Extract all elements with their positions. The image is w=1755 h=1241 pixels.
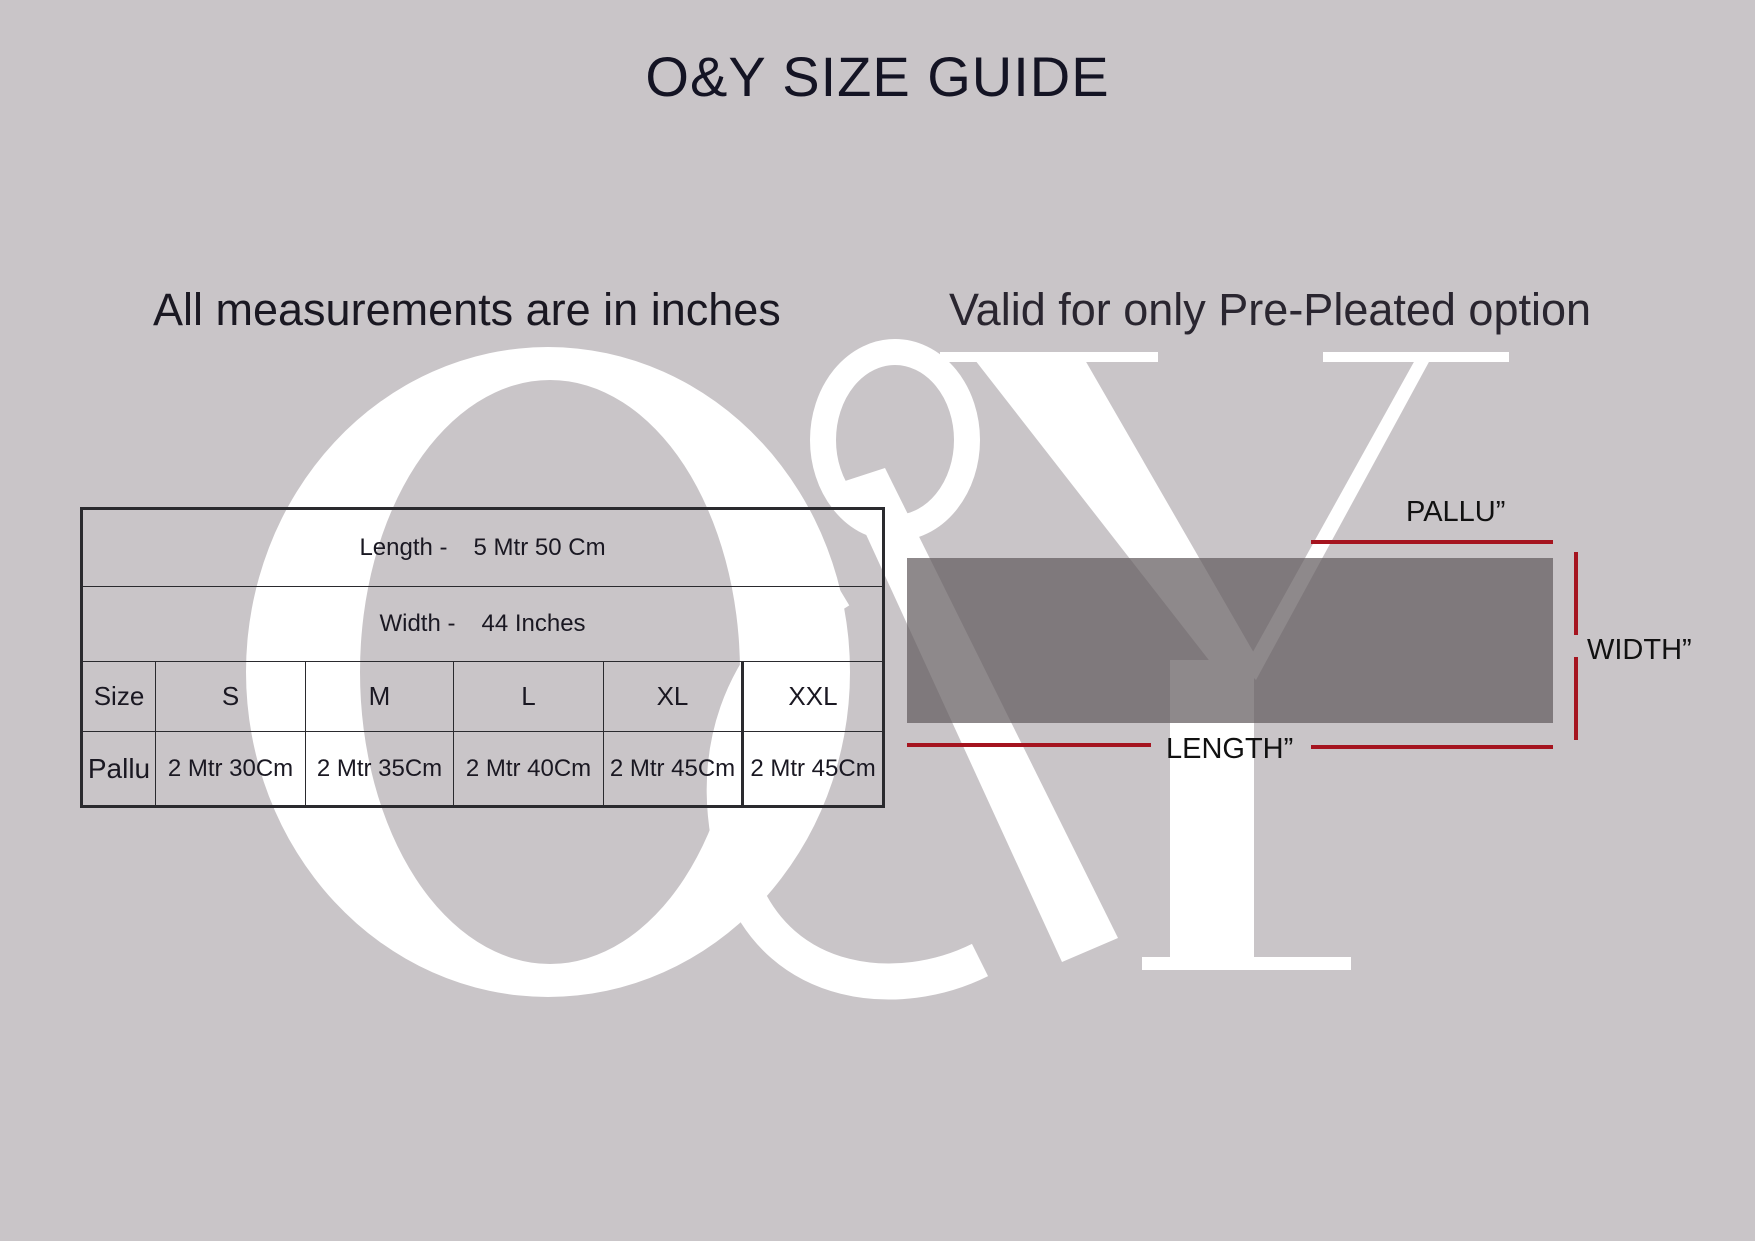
width-label: WIDTH” [1587, 634, 1692, 666]
size-cell: S [155, 661, 306, 732]
fabric-rectangle [907, 558, 1553, 723]
size-row: Size S M L XL XXL [81, 661, 885, 732]
size-table: Length - 5 Mtr 50 Cm Width - 44 Inches Siz… [80, 507, 886, 808]
width-measure-line-top [1574, 552, 1578, 635]
pallu-label: PALLU” [1406, 496, 1506, 528]
pallu-header: Pallu [81, 731, 156, 807]
pallu-cell: 2 Mtr 40Cm [453, 731, 604, 807]
pallu-cell: 2 Mtr 35Cm [305, 731, 454, 807]
width-measure-line-bottom [1574, 657, 1578, 740]
width-value: 44 Inches [481, 610, 586, 637]
length-cell: Length - 5 Mtr 50 Cm [80, 508, 885, 587]
size-cell: L [453, 661, 604, 732]
pallu-cell: 2 Mtr 45Cm [741, 731, 885, 807]
pallu-measure-line [1311, 540, 1553, 544]
length-row: Length - 5 Mtr 50 Cm [80, 508, 885, 587]
width-row: Width - 44 Inches [80, 586, 885, 662]
pallu-row: Pallu 2 Mtr 30Cm 2 Mtr 35Cm 2 Mtr 40Cm 2… [81, 731, 885, 807]
pallu-cell: 2 Mtr 45Cm [603, 731, 744, 807]
width-label: Width - [379, 610, 456, 637]
pallu-cell: 2 Mtr 30Cm [155, 731, 306, 807]
page-title: O&Y SIZE GUIDE [645, 45, 1110, 108]
subtitle-measurement-units: All measurements are in inches [153, 284, 781, 335]
length-label: LENGTH” [1166, 733, 1294, 765]
size-cell: XXL [741, 661, 885, 732]
subtitle-validity-note: Valid for only Pre-Pleated option [949, 284, 1592, 335]
width-cell: Width - 44 Inches [80, 586, 885, 662]
size-cell: XL [603, 661, 744, 732]
length-label: Length - [359, 534, 448, 561]
size-cell: M [305, 661, 454, 732]
length-measure-line-right [1311, 745, 1553, 749]
length-measure-line-left [907, 743, 1151, 747]
size-header: Size [81, 661, 156, 732]
length-value: 5 Mtr 50 Cm [473, 534, 606, 561]
